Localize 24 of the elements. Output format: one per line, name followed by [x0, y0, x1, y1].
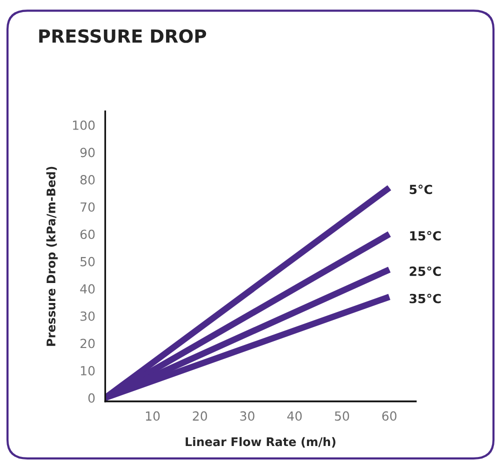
- x-axis-title: Linear Flow Rate (m/h): [186, 437, 336, 448]
- y-axis-title: Pressure Drop (kPa/m-Bed): [46, 166, 58, 346]
- x-tick-label: 20: [192, 411, 208, 421]
- y-tick-label: 0: [88, 393, 95, 403]
- x-tick-label: 30: [240, 411, 254, 421]
- series-label: 25°C: [410, 266, 441, 276]
- y-tick-label: 20: [80, 338, 95, 348]
- y-tick-label: 10: [80, 366, 95, 376]
- series-label: 35°C: [410, 294, 441, 304]
- y-tick-label: 30: [80, 311, 95, 321]
- x-tick-label: 50: [334, 411, 350, 421]
- y-tick-label: 100: [73, 120, 95, 130]
- y-tick-label: 70: [80, 202, 95, 212]
- x-tick-label: 40: [287, 411, 302, 421]
- chart-title: PRESSURE DROP: [39, 29, 206, 43]
- series-label: 5°C: [410, 184, 432, 194]
- series-label: 15°C: [410, 230, 441, 241]
- y-tick-label: 50: [80, 256, 95, 266]
- x-tick-label: 10: [146, 411, 160, 421]
- x-tick-label: 60: [382, 411, 396, 421]
- y-tick-label: 90: [80, 148, 95, 158]
- y-tick-label: 40: [80, 284, 95, 294]
- y-tick-label: 60: [80, 230, 95, 240]
- y-tick-label: 80: [80, 175, 95, 184]
